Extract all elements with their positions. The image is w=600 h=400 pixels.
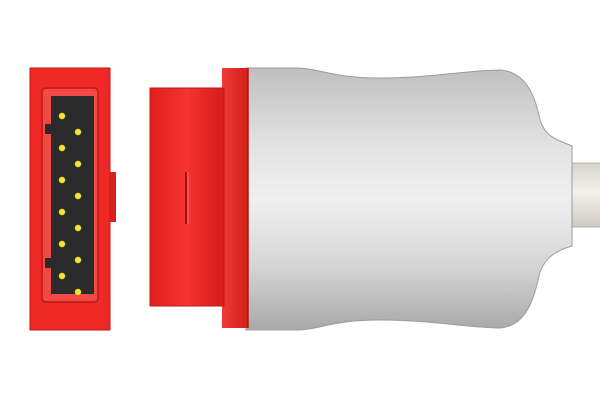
pin bbox=[58, 176, 66, 184]
pin bbox=[58, 272, 66, 280]
pin-array bbox=[58, 112, 82, 296]
pin bbox=[74, 128, 82, 136]
pin bbox=[74, 224, 82, 232]
red-collar bbox=[222, 68, 249, 328]
pin bbox=[74, 192, 82, 200]
pin bbox=[74, 160, 82, 168]
plug-block bbox=[149, 87, 225, 307]
pin bbox=[58, 144, 66, 152]
connector-body bbox=[245, 67, 573, 331]
pin bbox=[58, 240, 66, 248]
pin bbox=[74, 288, 82, 296]
pin bbox=[58, 112, 66, 120]
connector-face bbox=[29, 67, 116, 331]
pin bbox=[74, 256, 82, 264]
pin bbox=[58, 208, 66, 216]
